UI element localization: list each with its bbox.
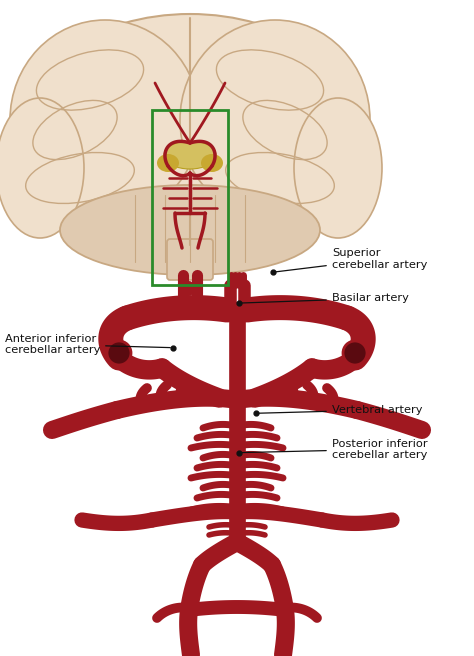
Text: Basilar artery: Basilar artery <box>242 293 409 304</box>
Ellipse shape <box>157 154 179 172</box>
Ellipse shape <box>0 98 84 238</box>
Ellipse shape <box>294 98 382 238</box>
Ellipse shape <box>15 14 365 262</box>
Ellipse shape <box>60 185 320 275</box>
Circle shape <box>343 341 367 365</box>
Text: Anterior inferior
cerebellar artery: Anterior inferior cerebellar artery <box>5 334 170 355</box>
Ellipse shape <box>10 20 200 220</box>
FancyBboxPatch shape <box>167 239 213 280</box>
Ellipse shape <box>180 20 370 220</box>
Text: Posterior inferior
cerebellar artery: Posterior inferior cerebellar artery <box>242 439 428 460</box>
Bar <box>152 110 228 285</box>
Ellipse shape <box>201 154 223 172</box>
Text: Vertebral artery: Vertebral artery <box>259 405 422 415</box>
Text: Superior
cerebellar artery: Superior cerebellar artery <box>275 249 427 272</box>
Ellipse shape <box>164 141 216 169</box>
Circle shape <box>107 341 131 365</box>
